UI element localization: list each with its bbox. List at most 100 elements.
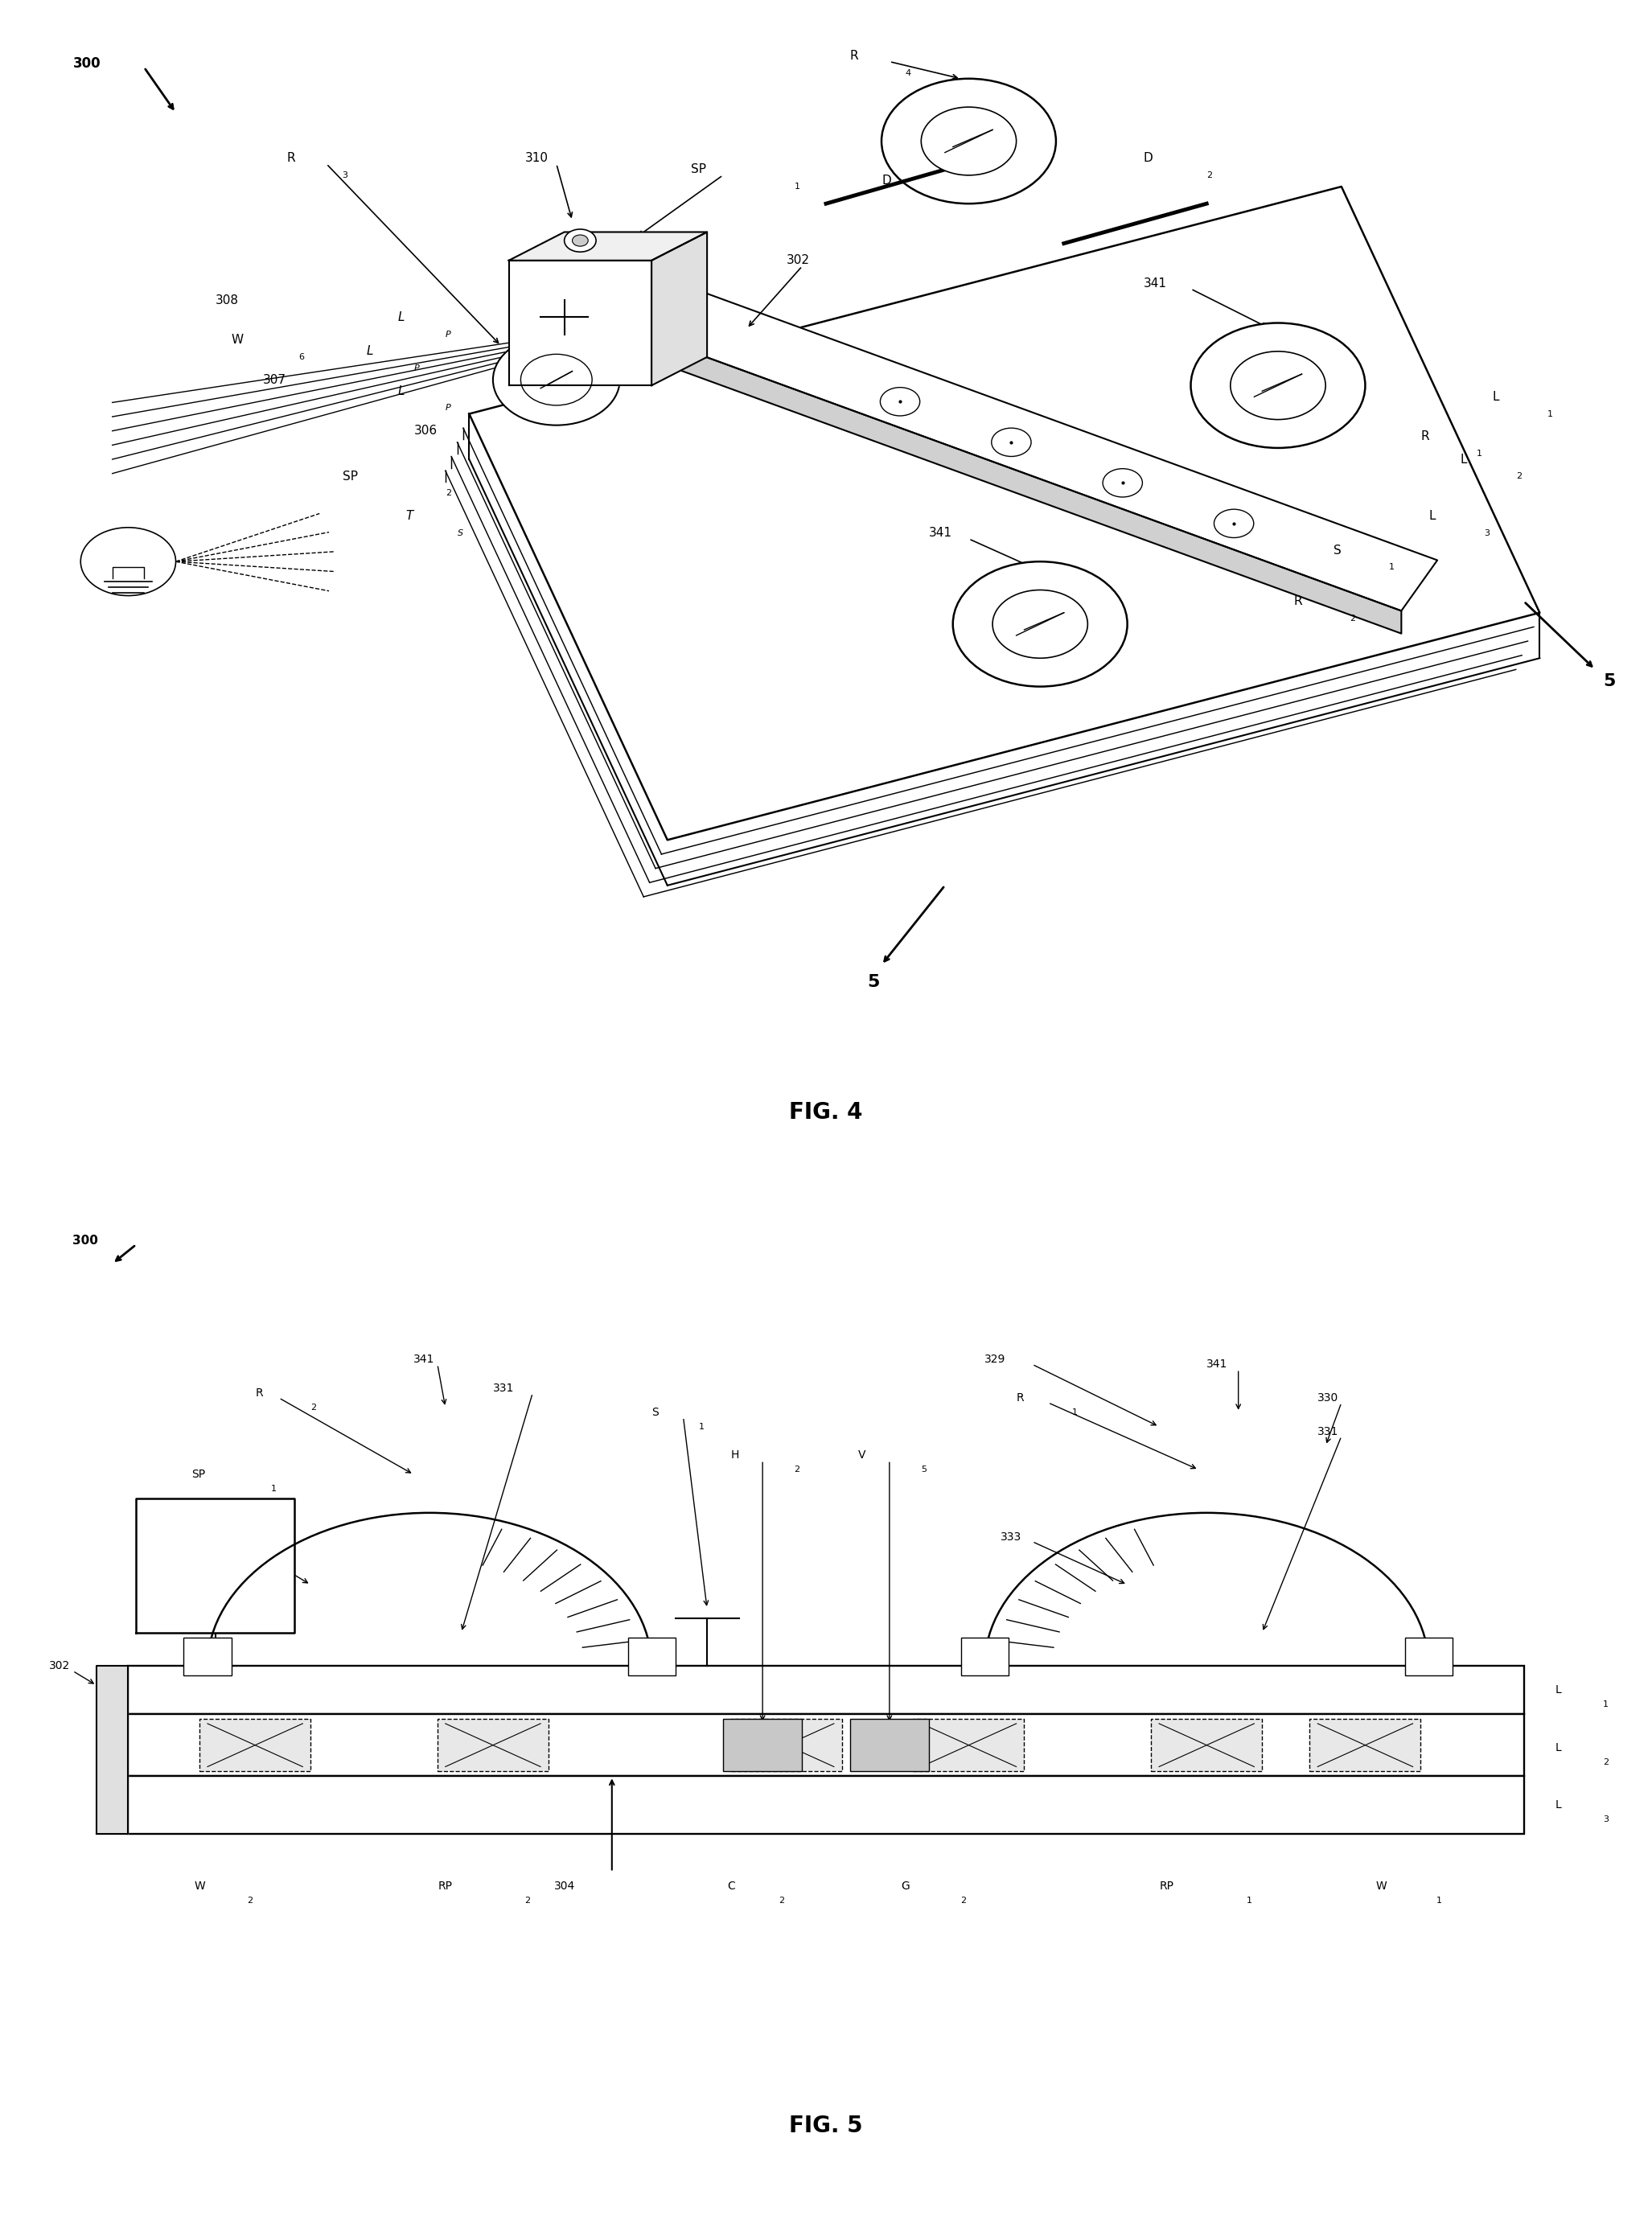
Text: 300: 300 xyxy=(73,1234,99,1248)
Bar xyxy=(438,1718,548,1771)
Text: V: V xyxy=(857,1450,866,1462)
Text: W: W xyxy=(231,334,243,345)
Text: S: S xyxy=(651,1406,659,1417)
Text: 333: 333 xyxy=(208,1531,228,1542)
Text: 308: 308 xyxy=(215,294,240,305)
Text: P: P xyxy=(446,330,451,339)
Text: 2: 2 xyxy=(778,1896,785,1905)
Circle shape xyxy=(1104,468,1143,497)
Text: 2: 2 xyxy=(248,1896,253,1905)
Text: L: L xyxy=(1556,1684,1561,1696)
Bar xyxy=(730,1718,843,1771)
Text: RP: RP xyxy=(1160,1880,1175,1892)
Text: P: P xyxy=(446,403,451,412)
Text: RP: RP xyxy=(438,1880,453,1892)
Text: 1: 1 xyxy=(1602,1700,1609,1709)
Circle shape xyxy=(565,229,596,252)
Text: 329: 329 xyxy=(985,1355,1006,1366)
Text: C: C xyxy=(727,1880,735,1892)
Circle shape xyxy=(993,590,1087,657)
Text: 302: 302 xyxy=(786,254,809,267)
Polygon shape xyxy=(135,1499,294,1633)
Circle shape xyxy=(953,561,1127,686)
Text: 2: 2 xyxy=(525,1896,530,1905)
Text: 331: 331 xyxy=(1318,1426,1338,1437)
Text: 1: 1 xyxy=(1246,1896,1252,1905)
Circle shape xyxy=(572,234,588,247)
Text: 302: 302 xyxy=(50,1660,69,1671)
Text: 2: 2 xyxy=(1350,615,1355,622)
Polygon shape xyxy=(509,232,707,261)
Circle shape xyxy=(520,354,591,405)
Bar xyxy=(183,1638,231,1675)
Text: 1: 1 xyxy=(1389,564,1394,570)
Text: 1: 1 xyxy=(699,1421,705,1430)
Text: T: T xyxy=(406,510,413,521)
Polygon shape xyxy=(469,187,1540,840)
Text: 341: 341 xyxy=(1143,276,1166,290)
Text: 2: 2 xyxy=(1517,472,1521,481)
Text: 331: 331 xyxy=(492,1384,514,1395)
Bar xyxy=(129,1713,1523,1776)
Text: 330: 330 xyxy=(1318,1392,1338,1404)
Text: 2: 2 xyxy=(795,1466,800,1473)
Bar xyxy=(914,1718,1024,1771)
Circle shape xyxy=(492,334,620,426)
Polygon shape xyxy=(651,232,707,385)
Text: L: L xyxy=(1429,510,1436,521)
Circle shape xyxy=(922,107,1016,176)
Bar xyxy=(724,1718,803,1771)
Text: 307: 307 xyxy=(263,374,286,385)
Text: R: R xyxy=(287,152,296,165)
Text: 306: 306 xyxy=(413,426,438,437)
Text: W: W xyxy=(193,1880,205,1892)
Text: G: G xyxy=(900,1880,910,1892)
Text: 1: 1 xyxy=(795,183,800,192)
Circle shape xyxy=(1231,352,1325,419)
Circle shape xyxy=(882,78,1056,203)
Text: 1: 1 xyxy=(945,194,950,203)
Text: 304: 304 xyxy=(553,1880,575,1892)
Text: L: L xyxy=(1556,1742,1561,1753)
Bar xyxy=(129,1667,1523,1713)
Text: 333: 333 xyxy=(1001,1531,1021,1542)
Bar xyxy=(200,1718,311,1771)
Bar xyxy=(129,1776,1523,1834)
Text: 1: 1 xyxy=(1477,450,1482,457)
Text: 341: 341 xyxy=(928,528,953,539)
Circle shape xyxy=(991,428,1031,457)
Text: R: R xyxy=(254,1388,263,1399)
Text: 5: 5 xyxy=(867,974,881,989)
Text: L: L xyxy=(367,345,373,356)
Bar xyxy=(849,1718,928,1771)
Polygon shape xyxy=(509,261,651,385)
Text: SP: SP xyxy=(192,1468,205,1479)
Text: 4: 4 xyxy=(905,69,910,78)
Text: L: L xyxy=(1460,452,1467,466)
Text: 2: 2 xyxy=(1206,172,1213,178)
Text: 1: 1 xyxy=(1072,1408,1077,1417)
Text: 341: 341 xyxy=(1206,1359,1227,1370)
Text: L: L xyxy=(398,385,405,397)
Text: 3: 3 xyxy=(342,172,349,178)
Circle shape xyxy=(881,388,920,417)
Text: H: H xyxy=(730,1450,738,1462)
Text: 300: 300 xyxy=(73,56,101,71)
Text: P: P xyxy=(413,365,420,372)
Text: 1: 1 xyxy=(1437,1896,1442,1905)
Text: R: R xyxy=(1421,430,1429,443)
Text: 1: 1 xyxy=(271,1484,276,1493)
Text: FIG. 5: FIG. 5 xyxy=(790,2114,862,2137)
Circle shape xyxy=(1214,510,1254,537)
Text: 5: 5 xyxy=(1602,673,1616,688)
Circle shape xyxy=(1191,323,1365,448)
Text: L: L xyxy=(1556,1800,1561,1811)
Bar xyxy=(961,1638,1008,1675)
Text: 2: 2 xyxy=(311,1404,316,1413)
Bar xyxy=(1404,1638,1452,1675)
Text: R: R xyxy=(1016,1392,1024,1404)
Circle shape xyxy=(81,528,175,595)
Text: R: R xyxy=(1294,595,1302,608)
Text: SP: SP xyxy=(342,470,357,483)
Text: D: D xyxy=(882,174,890,187)
